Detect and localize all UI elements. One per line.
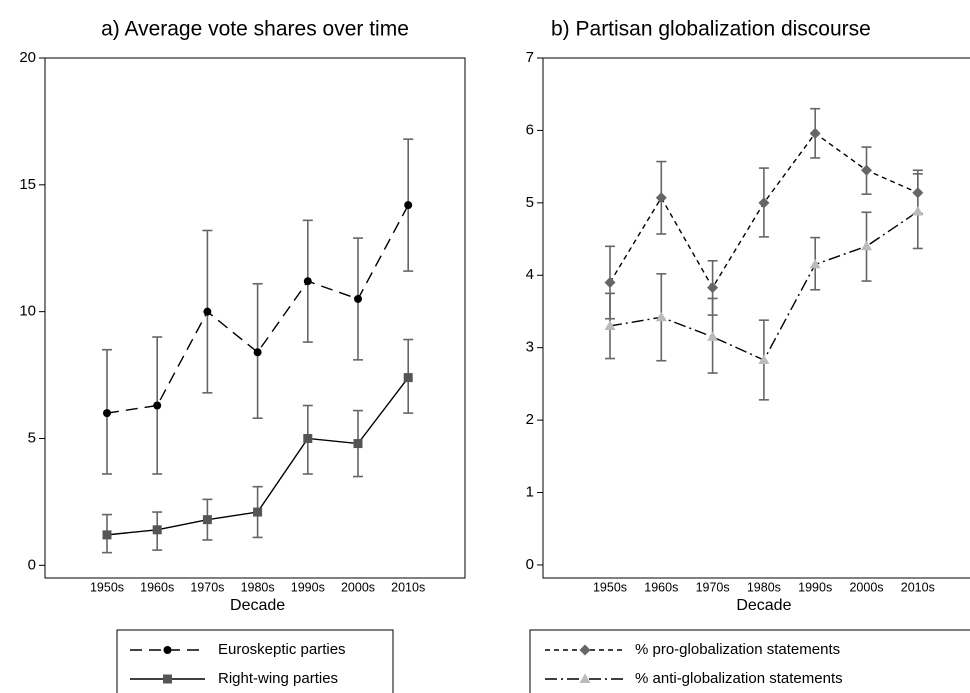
- x-tick-label: 1980s: [241, 580, 275, 594]
- legend-box: [116, 629, 394, 693]
- y-tick-label: 4: [526, 266, 534, 283]
- chart-title: a) Average vote shares over time: [101, 18, 409, 41]
- marker: [655, 311, 667, 322]
- legend-marker: [579, 644, 591, 656]
- y-tick-label: 5: [28, 429, 36, 446]
- marker: [861, 164, 872, 176]
- marker: [403, 373, 413, 383]
- plot-frame: [542, 57, 970, 579]
- marker: [404, 201, 413, 210]
- legend-label: % anti-globalization statements: [635, 670, 843, 687]
- marker: [655, 192, 667, 204]
- x-tick-label: 2000s: [341, 580, 375, 594]
- marker: [604, 320, 616, 330]
- x-tick-label: 1980s: [747, 580, 781, 594]
- y-tick-label: 7: [526, 49, 534, 66]
- x-tick-label: 1970s: [190, 580, 224, 594]
- marker: [202, 515, 212, 525]
- marker: [303, 277, 312, 286]
- legend-box: [529, 629, 970, 693]
- y-tick-label: 3: [526, 339, 534, 356]
- y-tick-label: 5: [526, 194, 534, 211]
- x-tick-label: 1950s: [90, 580, 124, 594]
- marker: [354, 294, 362, 303]
- legend-marker: [579, 673, 591, 683]
- marker: [707, 331, 719, 341]
- marker: [809, 127, 821, 139]
- marker: [253, 507, 263, 517]
- marker: [353, 439, 363, 449]
- marker: [809, 258, 821, 269]
- y-tick-label: 0: [526, 556, 534, 573]
- marker: [103, 409, 111, 418]
- legend-marker: [163, 674, 172, 684]
- y-tick-label: 20: [19, 49, 36, 66]
- y-tick-label: 6: [526, 121, 534, 138]
- marker: [707, 282, 719, 294]
- marker: [604, 277, 616, 289]
- marker: [861, 240, 872, 251]
- marker: [152, 525, 162, 535]
- marker: [203, 307, 212, 316]
- x-tick-label: 1990s: [291, 580, 325, 594]
- x-tick-label: 1960s: [644, 580, 678, 594]
- marker: [758, 354, 770, 365]
- plot-frame: [44, 57, 466, 579]
- y-tick-label: 10: [19, 303, 36, 320]
- marker: [758, 197, 770, 209]
- legend-label: % pro-globalization statements: [635, 641, 840, 658]
- x-axis-label: Decade: [736, 597, 791, 614]
- marker: [153, 401, 162, 410]
- x-tick-label: 1960s: [140, 580, 174, 594]
- legend-marker: [163, 646, 172, 654]
- x-axis-label: Decade: [230, 597, 285, 614]
- legend-label: Right-wing parties: [218, 670, 338, 687]
- x-tick-label: 1970s: [696, 580, 730, 594]
- x-tick-label: 2000s: [849, 580, 883, 594]
- x-tick-label: 1990s: [798, 580, 832, 594]
- marker: [912, 206, 924, 216]
- legend-label: Euroskeptic parties: [218, 641, 346, 658]
- marker: [102, 530, 112, 540]
- chart-title: b) Partisan globalization discourse: [551, 18, 871, 41]
- y-tick-label: 0: [28, 556, 36, 573]
- x-tick-label: 2010s: [391, 580, 425, 594]
- marker: [253, 348, 262, 357]
- y-tick-label: 15: [19, 176, 36, 193]
- y-tick-label: 1: [526, 484, 534, 501]
- marker: [303, 433, 313, 443]
- x-tick-label: 2010s: [901, 580, 935, 594]
- x-tick-label: 1950s: [593, 580, 627, 594]
- y-tick-label: 2: [526, 411, 534, 428]
